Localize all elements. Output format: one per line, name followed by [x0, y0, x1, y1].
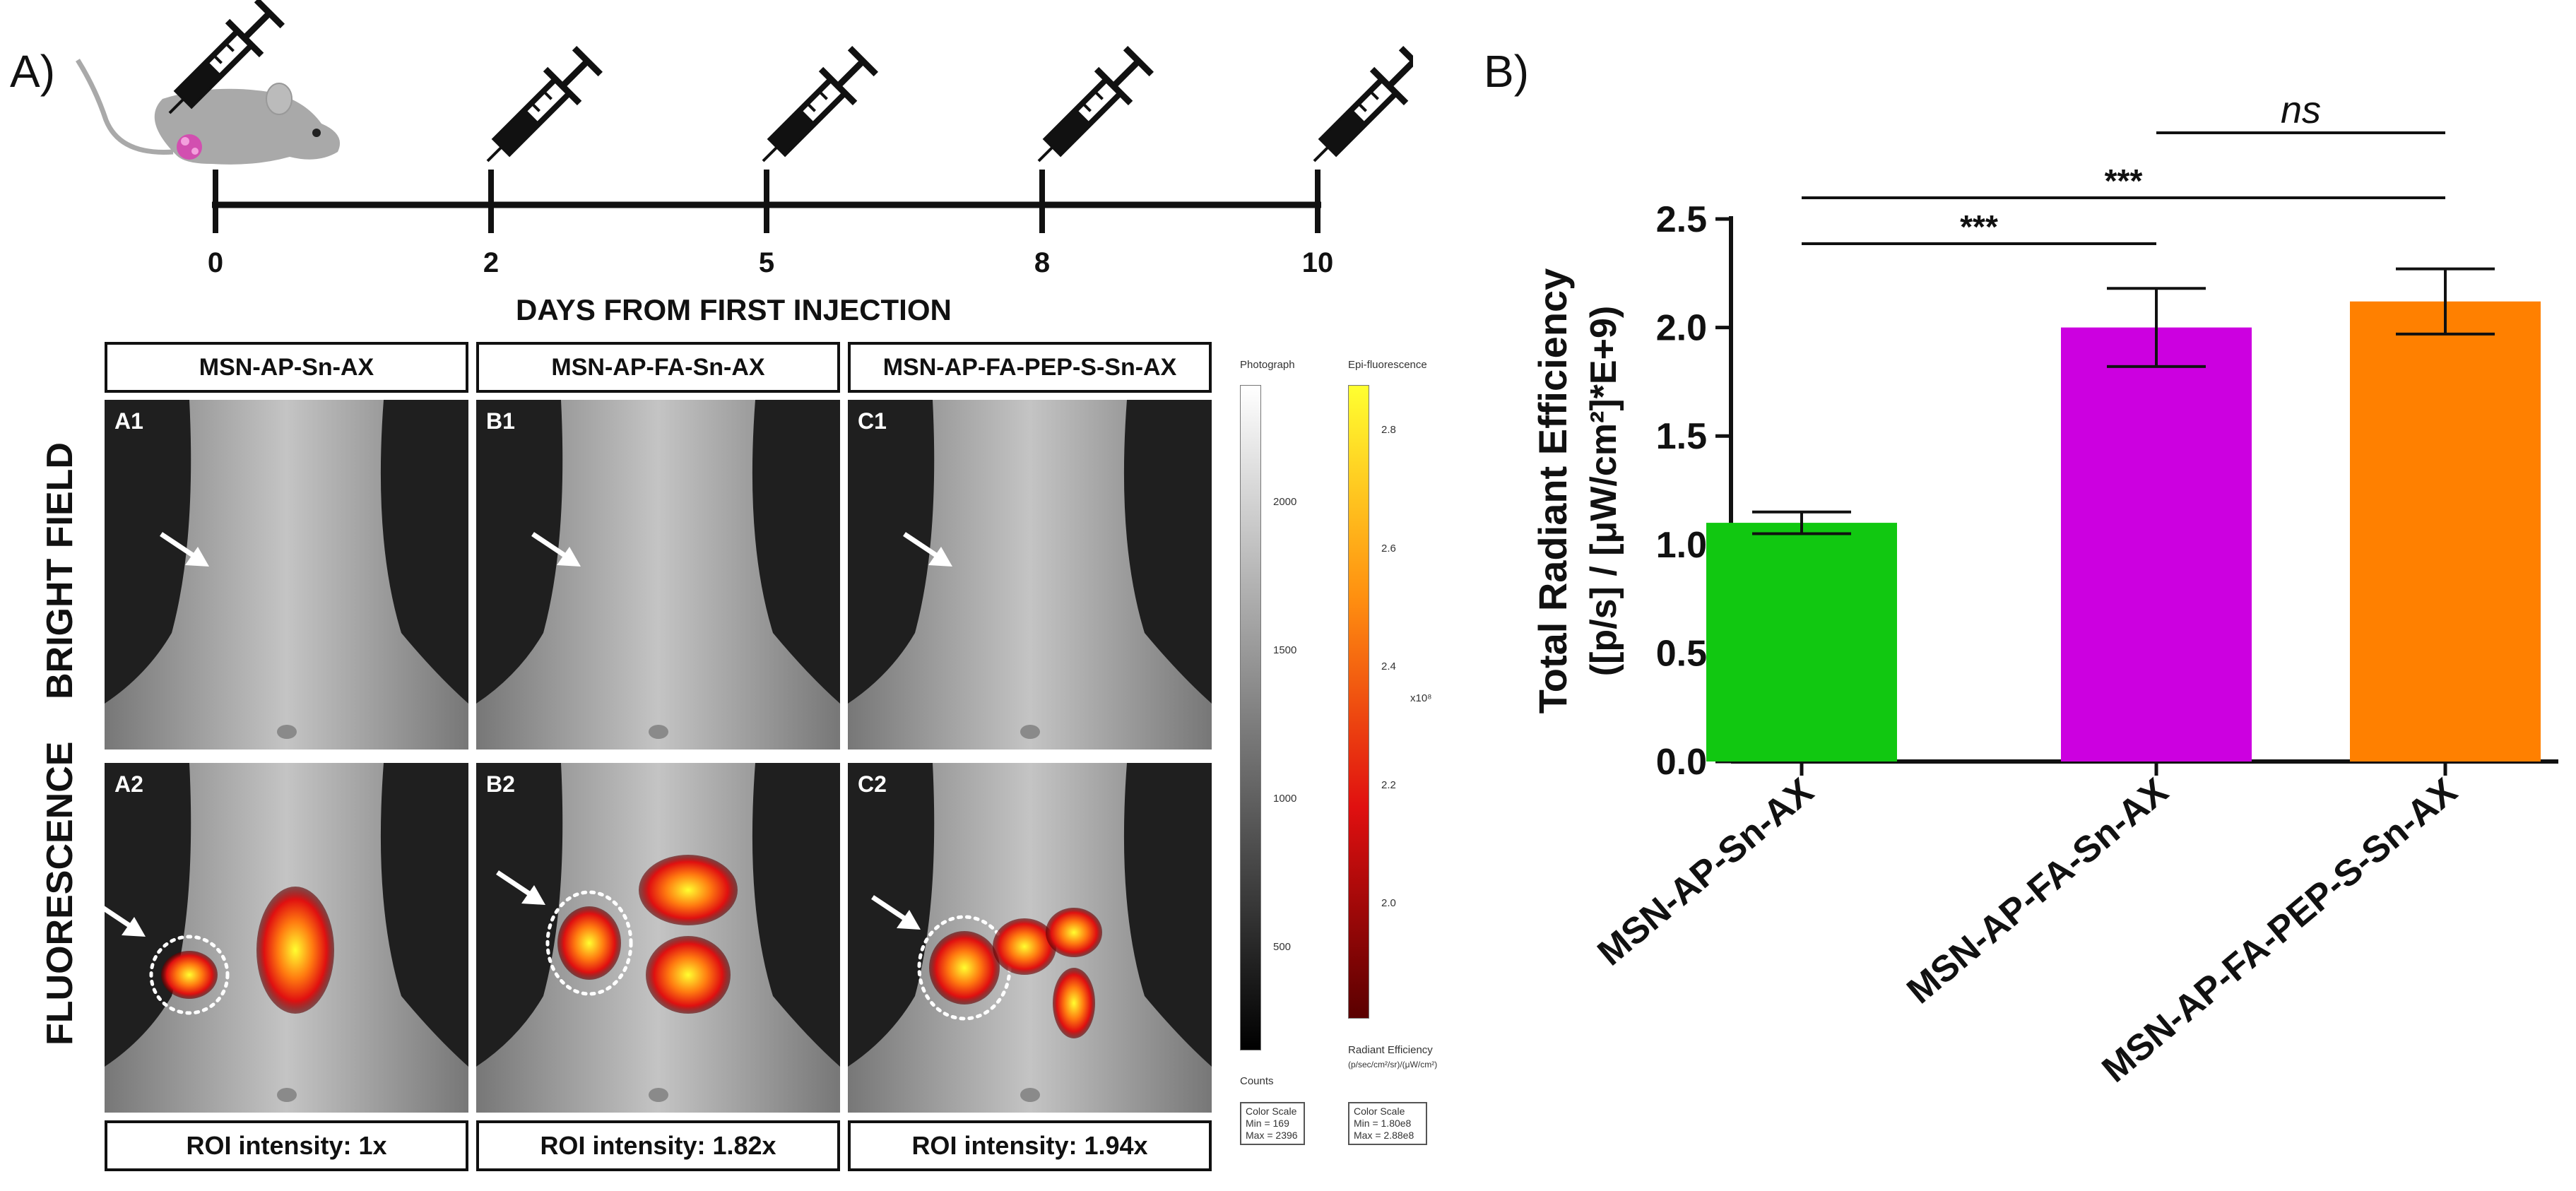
tumor-arrow-icon	[903, 532, 952, 567]
panel-tag: B2	[486, 771, 515, 797]
bar-msn-ap-fa-sn-ax	[2061, 327, 2252, 762]
column-header-ap-fa-pep: MSN-AP-FA-PEP-S-Sn-AX	[848, 342, 1212, 393]
fluorescence-signal	[929, 931, 1000, 1005]
panel-a-label: A)	[10, 46, 55, 97]
fluor-units-line1: Radiant Efficiency	[1348, 1044, 1433, 1056]
fluorescence-signal	[557, 906, 621, 980]
bar-msn-ap-sn-ax	[1706, 523, 1897, 762]
timeline-day-label: 8	[1034, 247, 1050, 278]
syringe-icon	[762, 46, 878, 162]
significance-label: ***	[1960, 208, 1998, 245]
fluorescence-signal	[1053, 968, 1095, 1038]
roi-intensity-ap-fa-pep: ROI intensity: 1.94x	[848, 1120, 1212, 1171]
photo-tick: 1000	[1273, 793, 1297, 805]
fluor-box-min: Min = 1.80e8	[1354, 1118, 1412, 1129]
mouse-body	[105, 400, 468, 749]
mouse-body	[848, 400, 1212, 749]
timeline-day-label: 0	[208, 247, 223, 278]
fluorescence-signal	[161, 951, 218, 999]
panel-tag: C1	[858, 408, 887, 434]
mouse-body	[476, 400, 840, 749]
photo-box-min: Min = 169	[1246, 1118, 1289, 1129]
tumor-arrow-icon	[160, 532, 209, 567]
panel-tag: B1	[486, 408, 515, 434]
bright-field-image: A1	[105, 400, 468, 749]
roi-circle	[149, 935, 230, 1015]
syringe-icon	[1037, 46, 1154, 162]
mouse-icon	[76, 59, 341, 165]
roi-intensity-ap: ROI intensity: 1x	[105, 1120, 468, 1171]
fluorescence-signal	[639, 855, 738, 925]
y-tick-label: 1.5	[1656, 416, 1707, 457]
fluorescence-signal	[1046, 908, 1102, 957]
fluor-tick: 2.2	[1381, 779, 1396, 791]
panel-tag: A1	[114, 408, 143, 434]
y-tick-label: 1.0	[1656, 525, 1707, 566]
photo-tick: 2000	[1273, 496, 1297, 508]
syringe-icon	[168, 0, 285, 114]
fluor-multiplier: x10⁸	[1410, 692, 1432, 704]
fluorescence-image: A2	[105, 763, 468, 1113]
significance-label: ***	[2105, 162, 2143, 199]
column-header-ap: MSN-AP-Sn-AX	[105, 342, 468, 393]
fluor-box-max: Max = 2.88e8	[1354, 1130, 1414, 1141]
timeline-day-label: 10	[1302, 247, 1334, 278]
tumor-arrow-icon	[531, 532, 581, 567]
roi-circle	[545, 890, 633, 996]
y-tick-label: 2.5	[1656, 199, 1707, 240]
fluor-tick: 2.0	[1381, 897, 1396, 909]
timeline-day-label: 5	[759, 247, 774, 278]
tumor-arrow-icon	[105, 906, 146, 937]
fluorescence-signal	[256, 887, 334, 1014]
fluor-units-line2: (p/sec/cm²/sr)/(μW/cm²)	[1348, 1060, 1438, 1069]
radiant-efficiency-bar-chart: 0.0 0.5 1.0 1.5 2.0 2.5 Total Radiant Efficien…	[1530, 89, 2558, 1091]
x-tick-label: MSN-AP-FA-Sn-AX	[1899, 771, 2176, 1012]
bar-msn-ap-fa-pep-s-sn-ax	[2350, 301, 2541, 762]
fluor-color-scale-box: Color Scale Min = 1.80e8 Max = 2.88e8	[1348, 1102, 1427, 1145]
photo-scale-title: Photograph	[1240, 359, 1295, 371]
fluorescence-image: B2	[476, 763, 840, 1113]
photo-scale-units: Counts	[1240, 1075, 1274, 1087]
significance-label: ns	[2281, 89, 2321, 131]
photo-box-title: Color Scale	[1246, 1106, 1297, 1117]
y-axis-units: ([p/s] / [μW/cm²]*E+9)	[1583, 306, 1624, 676]
timeline-axis-title: DAYS FROM FIRST INJECTION	[516, 293, 952, 326]
y-tick-label: 0.5	[1656, 633, 1707, 674]
fluor-tick: 2.4	[1381, 660, 1396, 672]
fluor-scale-title: Epi-fluorescence	[1348, 359, 1427, 371]
y-axis-label: Total Radiant Efficiency	[1530, 268, 1575, 714]
photo-color-scale-box: Color Scale Min = 169 Max = 2396	[1240, 1102, 1305, 1145]
mouse-body	[476, 763, 840, 1113]
fluor-tick: 2.8	[1381, 424, 1396, 436]
row-label-bright-field: BRIGHT FIELD	[40, 442, 81, 699]
row-label-fluorescence: FLUORESCENCE	[40, 741, 81, 1045]
photo-box-max: Max = 2396	[1246, 1130, 1298, 1141]
injection-timeline: 0 2 5 8 10	[76, 0, 1413, 278]
tumor-arrow-icon	[871, 895, 921, 930]
syringe-icon	[1313, 46, 1413, 162]
y-tick-label: 2.0	[1656, 308, 1707, 349]
fluor-tick: 2.6	[1381, 543, 1396, 555]
photo-colorbar	[1240, 385, 1261, 1050]
fluorescence-image: C2	[848, 763, 1212, 1113]
fluor-box-title: Color Scale	[1354, 1106, 1405, 1117]
photo-tick: 500	[1273, 941, 1292, 953]
panel-b-label: B)	[1484, 46, 1529, 97]
panel-tag: C2	[858, 771, 887, 797]
fluor-colorbar	[1348, 385, 1369, 1019]
panel-tag: A2	[114, 771, 143, 797]
timeline-day-label: 2	[483, 247, 499, 278]
fluorescence-signal	[646, 936, 731, 1014]
fluorescence-signal	[993, 918, 1056, 975]
column-header-ap-fa: MSN-AP-FA-Sn-AX	[476, 342, 840, 393]
syringe-icon	[486, 46, 603, 162]
photo-tick: 1500	[1273, 644, 1297, 656]
x-tick-label: MSN-AP-Sn-AX	[1590, 771, 1821, 974]
bright-field-image: B1	[476, 400, 840, 749]
roi-intensity-ap-fa: ROI intensity: 1.82x	[476, 1120, 840, 1171]
tumor-arrow-icon	[496, 870, 545, 905]
y-tick-label: 0.0	[1656, 742, 1707, 783]
bright-field-image: C1	[848, 400, 1212, 749]
